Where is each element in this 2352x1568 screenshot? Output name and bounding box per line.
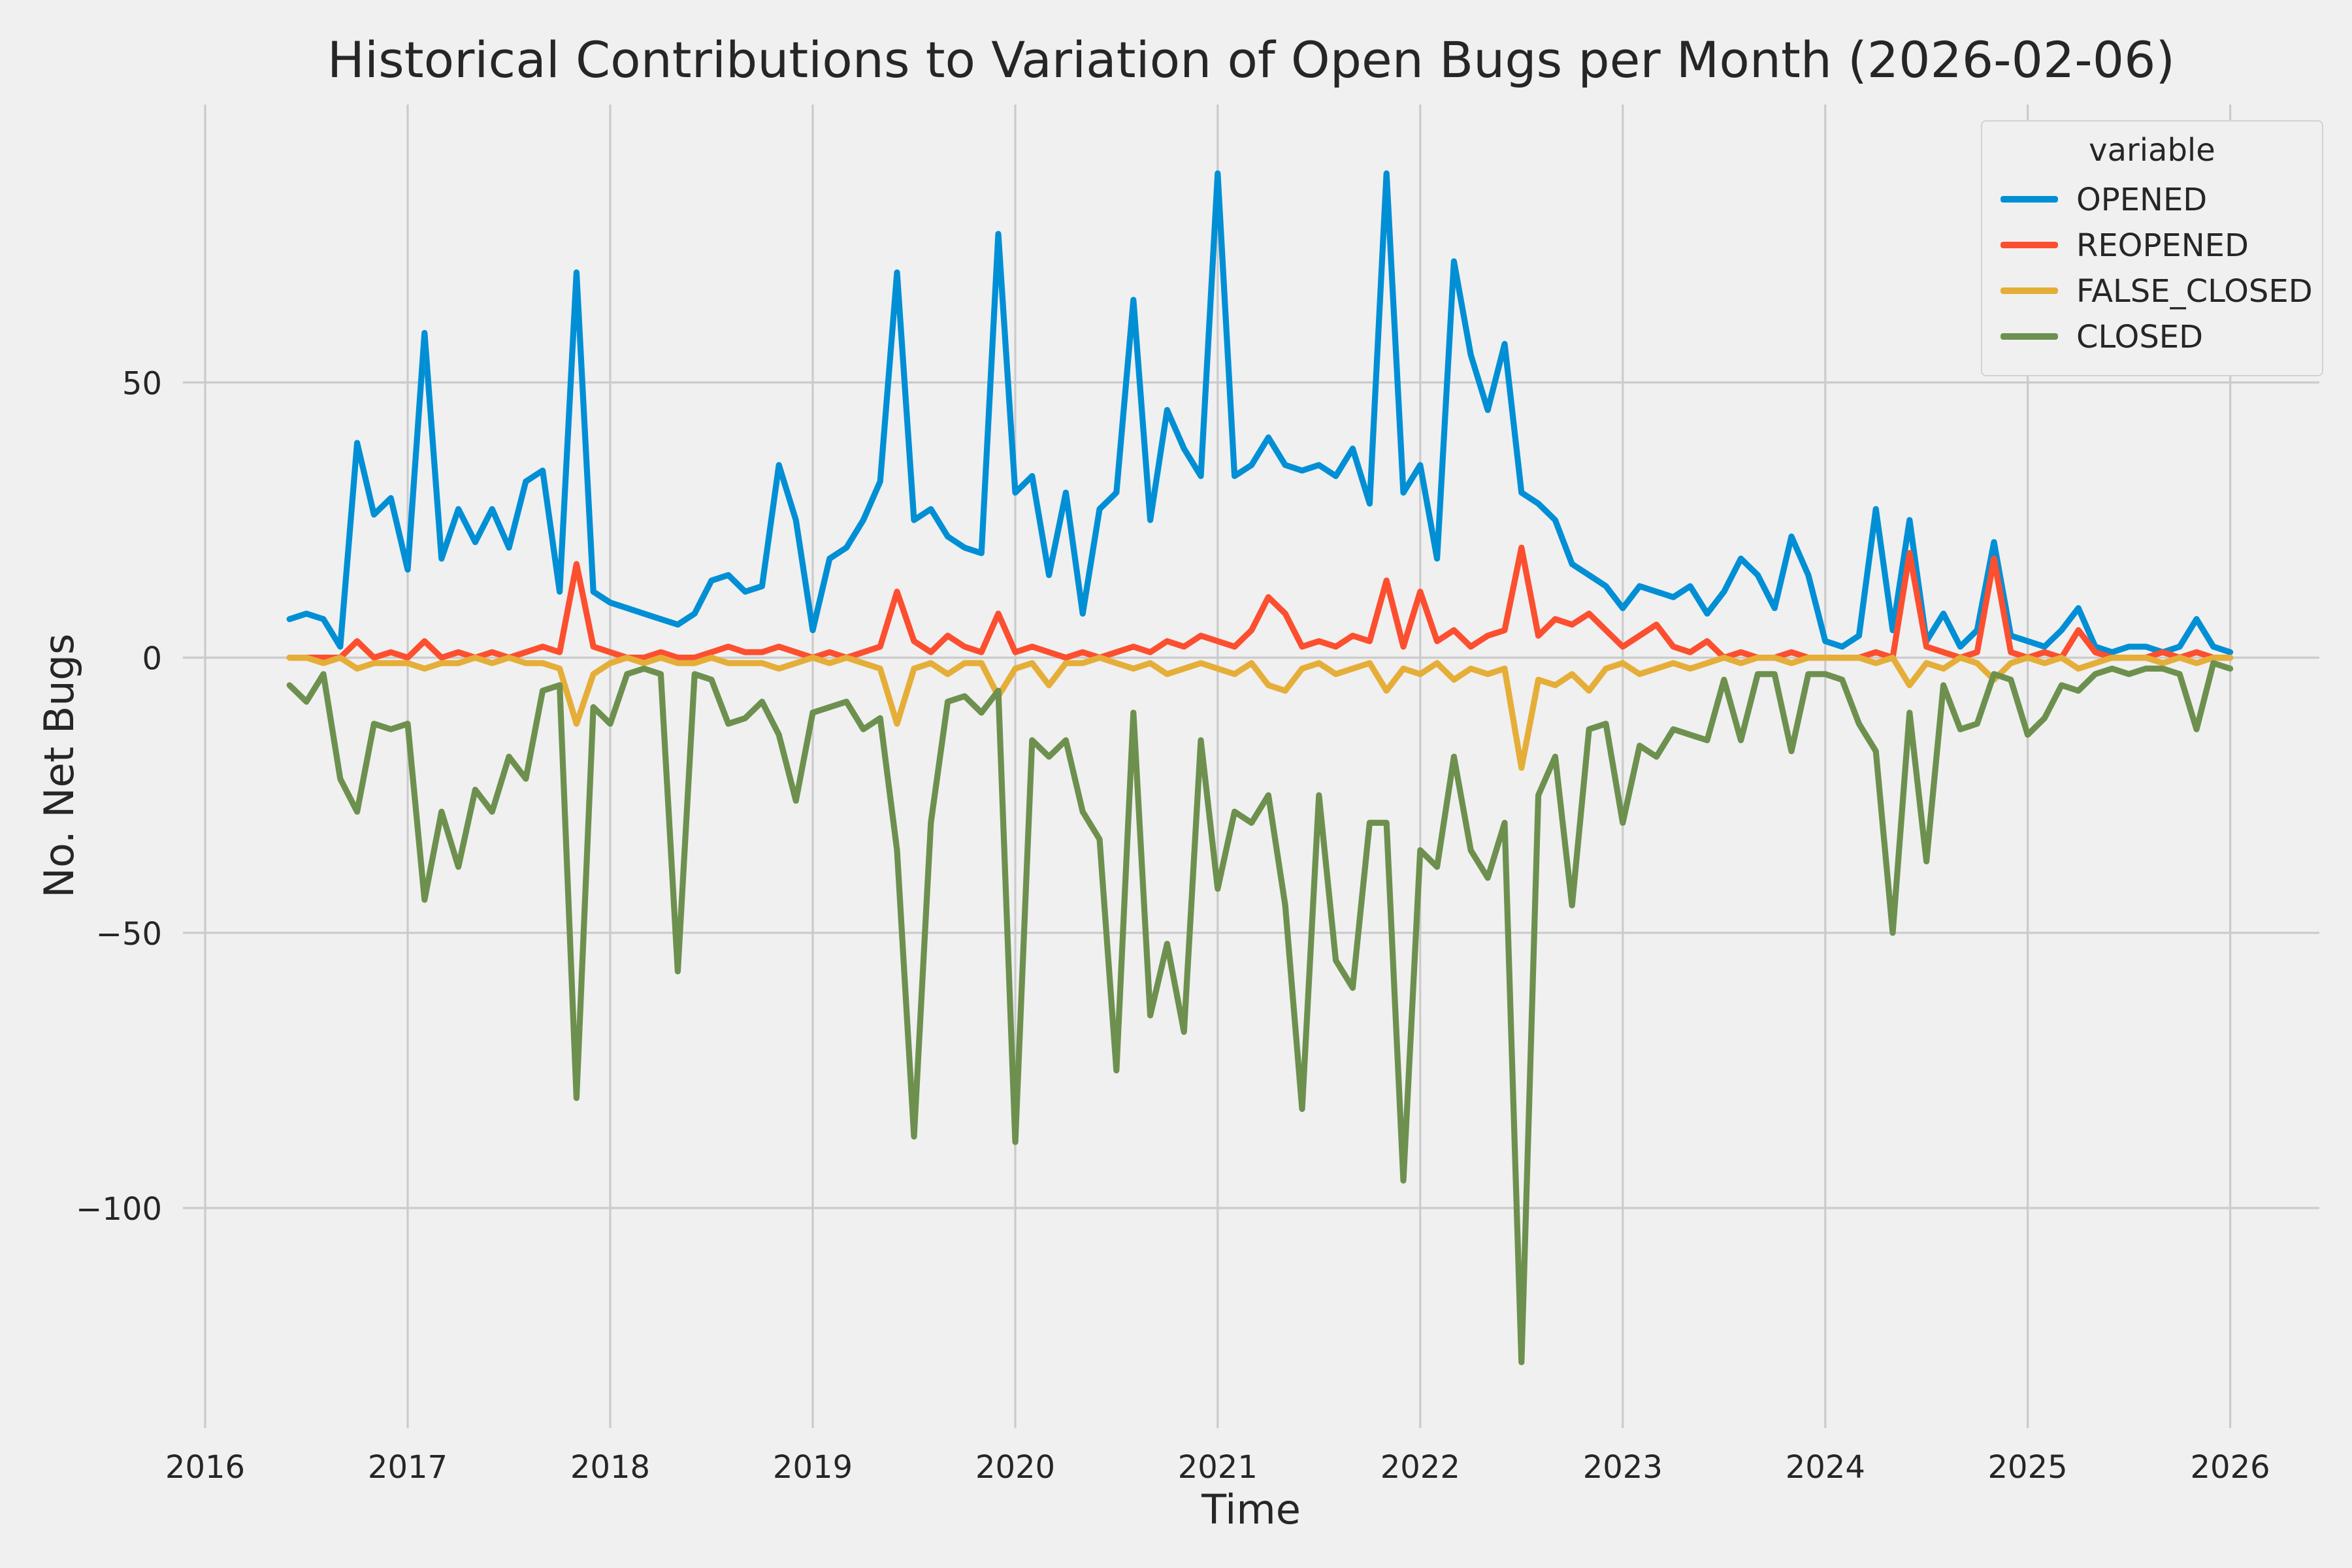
legend-label: CLOSED: [2076, 318, 2204, 355]
x-tick-label: 2025: [1988, 1449, 2068, 1486]
legend-label: FALSE_CLOSED: [2076, 272, 2313, 309]
x-tick-label: 2021: [1178, 1449, 1258, 1486]
x-tick-label: 2026: [2191, 1449, 2270, 1486]
legend-title: variable: [2089, 132, 2215, 169]
x-tick-label: 2019: [773, 1449, 853, 1486]
legend-swatch: [2001, 196, 2058, 203]
x-tick-label: 2017: [368, 1449, 448, 1486]
legend-swatch: [2001, 242, 2058, 248]
legend: variable OPENED REOPENED FALSE_CLOSED CL…: [1981, 120, 2323, 376]
legend-item-false-closed: FALSE_CLOSED: [2001, 268, 2313, 314]
y-tick-label: 0: [142, 641, 162, 678]
series-line-false_closed: [286, 654, 2234, 771]
series-line-closed: [286, 660, 2234, 1365]
x-axis-label: Time: [1201, 1487, 1301, 1534]
legend-item-reopened: REOPENED: [2001, 222, 2304, 268]
series-line-opened: [286, 170, 2234, 655]
legend-item-closed: CLOSED: [2001, 314, 2304, 359]
x-tick-label: 2024: [1786, 1449, 1865, 1486]
x-tick-label: 2022: [1380, 1449, 1460, 1486]
x-tick-label: 2020: [975, 1449, 1055, 1486]
x-tick-label: 2016: [165, 1449, 245, 1486]
legend-label: OPENED: [2076, 181, 2208, 218]
y-tick-label: −50: [96, 916, 162, 953]
legend-label: REOPENED: [2076, 227, 2249, 263]
chart-title: Historical Contributions to Variation of…: [327, 31, 2176, 89]
x-tick-label: 2018: [570, 1449, 650, 1486]
legend-item-opened: OPENED: [2001, 176, 2304, 222]
y-tick-label: 50: [122, 365, 162, 402]
series-line-reopened: [286, 544, 2234, 661]
legend-swatch: [2001, 287, 2058, 294]
legend-swatch: [2001, 333, 2058, 340]
y-tick-label: −100: [76, 1191, 162, 1228]
x-tick-label: 2023: [1583, 1449, 1663, 1486]
